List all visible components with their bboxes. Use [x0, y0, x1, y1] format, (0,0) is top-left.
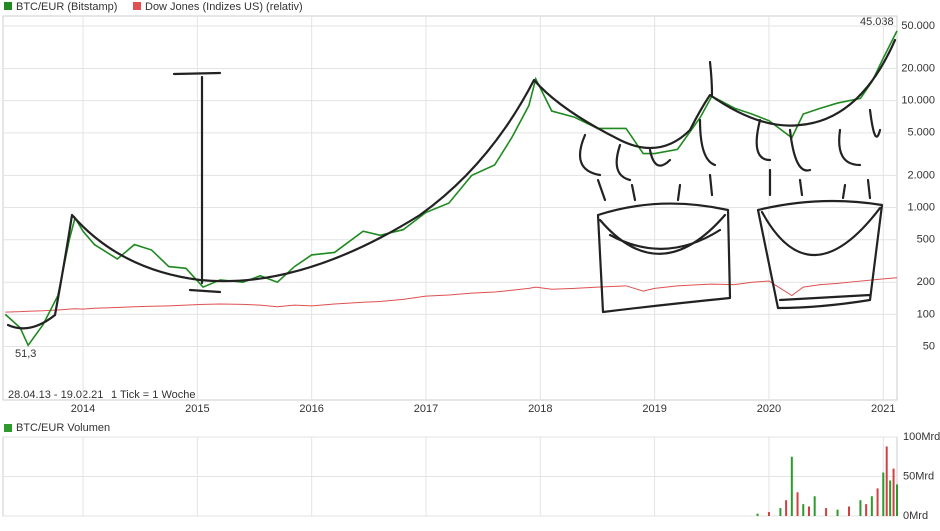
volume-bar [825, 508, 828, 516]
volume-bar [882, 472, 885, 516]
legend-swatch [4, 424, 12, 432]
y-tick-label: 5.000 [907, 127, 935, 139]
y-tick-label: 100 [917, 308, 935, 320]
y-tick-label: 1.000 [907, 201, 935, 213]
volume-bar [779, 508, 782, 516]
volume-bar [847, 506, 850, 516]
volume-bar [756, 513, 759, 516]
x-tick-label: 2020 [757, 403, 781, 415]
y-tick-label: 10.000 [901, 95, 935, 107]
volume-bar [767, 512, 770, 516]
volume-bar [885, 446, 888, 516]
volume-bar [896, 484, 898, 516]
y-tick-label: 500 [917, 234, 935, 246]
volume-bar [865, 504, 868, 516]
tick-note: 1 Tick = 1 Woche [111, 389, 195, 401]
series-line [4, 30, 898, 347]
volume-bar [802, 504, 805, 516]
volume-bar [785, 500, 788, 516]
y-tick-label: 50.000 [901, 20, 935, 32]
legend-label: Dow Jones (Indizes US) (relativ) [145, 1, 303, 13]
x-tick-label: 2017 [414, 403, 438, 415]
hand-drawing [6, 38, 897, 330]
x-tick-label: 2014 [71, 403, 95, 415]
volume-bar [870, 496, 873, 516]
legend-label: BTC/EUR (Bitstamp) [16, 1, 117, 13]
volume-title: BTC/EUR Volumen [16, 422, 110, 434]
max-label: 45.038 [860, 16, 894, 28]
volume-bar [790, 456, 793, 516]
volume-bar [796, 492, 799, 516]
volume-bar [807, 506, 810, 516]
min-label: 51,3 [15, 348, 36, 360]
volume-tick-label: 0Mrd [903, 510, 928, 522]
legend-swatch [133, 2, 141, 10]
legend-swatch [4, 2, 12, 10]
volume-bar [836, 509, 839, 516]
volume-bar [813, 496, 816, 516]
volume-bar [892, 468, 895, 516]
series-line [5, 277, 898, 313]
volume-tick-label: 100Mrd [903, 431, 940, 443]
date-range: 28.04.13 - 19.02.21 [8, 389, 103, 401]
x-tick-label: 2019 [642, 403, 666, 415]
x-tick-label: 2016 [299, 403, 323, 415]
volume-bar [876, 488, 879, 516]
volume-bar [889, 480, 892, 516]
volume-tick-label: 50Mrd [903, 470, 934, 482]
y-tick-label: 200 [917, 276, 935, 288]
y-tick-label: 2.000 [907, 169, 935, 181]
x-tick-label: 2018 [528, 403, 552, 415]
y-tick-label: 20.000 [901, 62, 935, 74]
x-tick-label: 2015 [185, 403, 209, 415]
x-tick-label: 2021 [871, 403, 895, 415]
volume-bar [859, 500, 862, 516]
y-tick-label: 50 [923, 340, 935, 352]
